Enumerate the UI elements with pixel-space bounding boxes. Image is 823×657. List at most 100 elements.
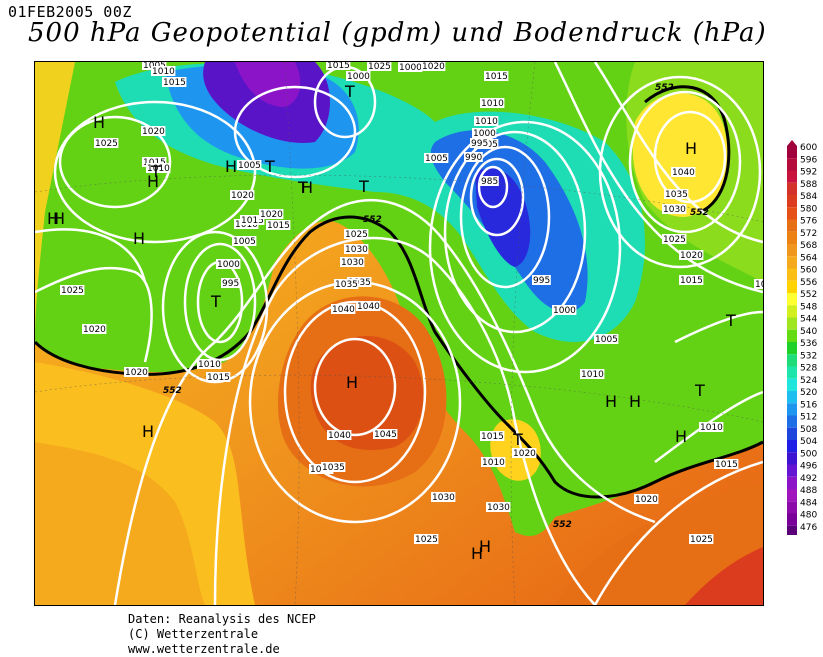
orange-band-west <box>35 442 205 605</box>
pressure-label: 1025 <box>690 535 713 545</box>
isobar-high-1035 <box>283 300 427 484</box>
legend-level-label: 492 <box>800 474 817 484</box>
low-pressure-marker: T <box>694 381 705 400</box>
chart-title: 500 hPa Geopotential (gpdm) und Bodendru… <box>28 18 767 48</box>
pressure-label-bg <box>162 77 187 87</box>
pressure-label: 1040 <box>357 302 380 312</box>
pressure-label-bg <box>480 98 505 108</box>
legend-scale: 600 596 592 588 584 580 576 572 568 564 560 556 552 5… <box>787 140 817 535</box>
pressure-label: 1010 <box>700 423 723 433</box>
legend-level-label: 484 <box>800 498 817 508</box>
legend-swatch <box>787 231 797 244</box>
pressure-label: 1010 <box>152 67 175 77</box>
dark-southeast <box>555 482 763 605</box>
pressure-label: 1045 <box>374 430 397 440</box>
low-pressure-marker: T <box>150 162 161 181</box>
isobar-east-995 <box>459 145 551 289</box>
pressure-label: 1035 <box>348 278 371 288</box>
pressure-label: 1025 <box>61 286 84 296</box>
legend-level-label: 540 <box>800 327 817 337</box>
legend-top-arrow <box>787 140 797 146</box>
isobar-east-1005 <box>428 120 622 374</box>
pressure-label-bg <box>699 422 724 432</box>
high-pressure-marker: H <box>47 209 59 228</box>
pressure-label: 990 <box>465 153 482 163</box>
legend-swatch <box>787 452 797 465</box>
pressure-label-bg <box>340 257 365 267</box>
high-pressure-marker: H <box>53 209 65 228</box>
legend-swatch <box>787 317 797 330</box>
pressure-label: 995 <box>471 139 488 149</box>
pressure-label: 1010 <box>581 370 604 380</box>
pressure-label: 1015 <box>680 276 703 286</box>
yellow-strip-west <box>35 62 75 342</box>
legend-level-label: 592 <box>800 168 817 178</box>
credit-copyright: (C) Wetterzentrale <box>128 627 259 641</box>
legend-swatch <box>787 440 797 453</box>
pressure-label: 1015 <box>267 221 290 231</box>
legend-level-label: 480 <box>800 511 817 521</box>
pressure-label-bg <box>146 163 171 173</box>
legend-swatch <box>787 489 797 502</box>
legend-swatch <box>787 146 797 159</box>
contour-label-552-center: 552 <box>363 215 382 225</box>
low-pressure-marker: T <box>512 430 523 449</box>
pressure-label: 1040 <box>328 431 351 441</box>
legend-swatch <box>787 342 797 355</box>
legend-swatch <box>787 219 797 232</box>
pressure-label: 1005 <box>238 161 261 171</box>
pressure-label-bg <box>634 494 659 504</box>
pressure-label-bg <box>580 369 605 379</box>
legend-level-label: 580 <box>800 204 817 214</box>
pressure-label: 1040 <box>332 305 355 315</box>
pressure-label-bg <box>331 304 356 314</box>
pressure-label-bg <box>470 138 489 148</box>
pressure-label: 1020 <box>680 251 703 261</box>
pressure-label: 995 <box>533 276 550 286</box>
pressure-label-bg <box>259 209 284 219</box>
pressure-label-bg <box>151 66 176 76</box>
legend-swatch <box>787 354 797 367</box>
pressure-label-bg <box>124 367 149 377</box>
pressure-label: 1000 <box>473 129 496 139</box>
legend-level-label: 520 <box>800 388 817 398</box>
isobar-south-1015 <box>593 460 763 605</box>
credit-data-source: Daten: Reanalysis des NCEP <box>128 612 316 626</box>
legend-level-label: 532 <box>800 351 817 361</box>
contour-label-552-west: 552 <box>163 386 182 396</box>
credit-website: www.wetterzentrale.de <box>128 642 280 656</box>
pressure-label-bg <box>367 62 392 71</box>
legend-swatch <box>787 513 797 526</box>
pressure-label-bg <box>484 71 509 81</box>
pressure-label: 1030 <box>663 205 686 215</box>
pressure-label: 1005 <box>425 154 448 164</box>
legend-swatch <box>787 427 797 440</box>
credits: Daten: Reanalysis des NCEP (C) Wetterzen… <box>128 612 316 657</box>
pressure-label-bg <box>679 275 704 285</box>
pressure-label: 985 <box>481 177 498 187</box>
high-pressure-marker: H <box>301 178 313 197</box>
pressure-label: 1000 <box>347 72 370 82</box>
pressure-label-bg <box>480 176 499 186</box>
weather-map: 1005101010151000102010151010100510251020… <box>34 61 764 606</box>
pressure-label-bg <box>356 301 381 311</box>
isobar-east-990 <box>469 157 525 237</box>
legend-level-label: 500 <box>800 449 817 459</box>
pressure-label: 1035 <box>322 463 345 473</box>
pressure-label: 1040 <box>672 168 695 178</box>
isobar-east-1015 <box>674 310 763 344</box>
low-pressure-marker: T <box>264 157 275 176</box>
pressure-label: 1000 <box>217 260 240 270</box>
legend-level-label: 508 <box>800 425 817 435</box>
pressure-label-bg <box>481 457 506 467</box>
isobar-1020-outer <box>113 198 656 605</box>
legend-level-label: 488 <box>800 486 817 496</box>
high-pressure-marker: H <box>133 229 145 248</box>
isobar-west-1020 <box>35 228 147 283</box>
graticule <box>35 62 763 605</box>
legend-level-label: 528 <box>800 364 817 374</box>
high-pressure-marker: H <box>605 392 617 411</box>
isobar-ne-1035 <box>598 75 762 269</box>
legend-swatch <box>787 158 797 171</box>
pressure-label: 1025 <box>663 235 686 245</box>
